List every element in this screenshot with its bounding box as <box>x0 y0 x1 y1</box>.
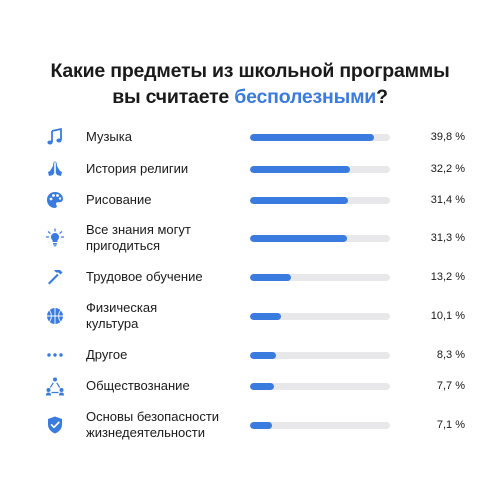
palette-icon <box>44 189 66 211</box>
bar-track <box>250 422 390 429</box>
bar-label-line-1: Обществознание <box>86 378 190 393</box>
bar-label: Физическая культура <box>86 300 236 332</box>
bar-label-line-1: Рисование <box>86 192 152 207</box>
bar <box>250 235 347 242</box>
bar-label-line-1: Другое <box>86 347 128 362</box>
bar <box>250 134 374 141</box>
bar-track <box>250 352 390 359</box>
bar-label-line-2: жизнедеятельности <box>86 425 205 440</box>
bar-track <box>250 134 390 141</box>
basketball-icon <box>44 305 66 327</box>
three-dots-icon <box>44 344 66 366</box>
bar-label-line-1: Музыка <box>86 129 132 144</box>
bar-label-line-1: История религии <box>86 161 189 176</box>
bar <box>250 352 276 359</box>
bar-label: Обществознание <box>86 378 236 394</box>
bar-track <box>250 383 390 390</box>
people-triangle-icon <box>44 375 66 397</box>
bar <box>250 274 291 281</box>
bar-track <box>250 274 390 281</box>
data-label: 7,1 % <box>436 419 465 431</box>
bar-label: Основы безопасности жизнедеятельности <box>86 409 236 441</box>
data-label: 39,8 % <box>430 131 465 143</box>
bar-track <box>250 313 390 320</box>
title-line-2: вы считаете бесполезными? <box>0 84 500 110</box>
bar-label-line-1: Все знания могут <box>86 222 191 237</box>
shield-check-icon <box>44 414 66 436</box>
bar-track <box>250 235 390 242</box>
data-label: 7,7 % <box>436 380 465 392</box>
bar-label-line-1: Основы безопасности <box>86 409 220 424</box>
data-label: 32,2 % <box>430 163 465 175</box>
bar-label-line-1: Физическая <box>86 300 158 315</box>
data-label: 8,3 % <box>436 349 465 361</box>
bar-label-line-2: культура <box>86 316 139 331</box>
bar-track <box>250 166 390 173</box>
title-accent-word: бесполезными <box>234 86 377 108</box>
bar <box>250 383 274 390</box>
bar-label: Музыка <box>86 129 236 145</box>
bar-label: Другое <box>86 347 236 363</box>
bar-label: Все знания могут пригодиться <box>86 222 236 254</box>
bar-label: История религии <box>86 161 236 177</box>
title-line-1: Какие предметы из школьной программы <box>50 60 450 82</box>
bar <box>250 313 281 320</box>
praying-hands-icon <box>44 158 66 180</box>
hammer-icon <box>44 266 66 288</box>
bar-label-line-2: пригодиться <box>86 238 161 253</box>
data-label: 13,2 % <box>430 271 465 283</box>
data-label: 10,1 % <box>430 310 465 322</box>
chart-title: Какие предметы из школьной программы вы … <box>0 58 500 110</box>
bar-label: Рисование <box>86 192 236 208</box>
title-line-2-start: вы считаете <box>112 86 235 108</box>
music-note-icon <box>44 126 66 148</box>
data-label: 31,3 % <box>430 232 465 244</box>
bar <box>250 422 272 429</box>
title-question-mark: ? <box>376 86 388 108</box>
bar <box>250 197 348 204</box>
lightbulb-icon <box>44 227 66 249</box>
bar-label-line-1: Трудовое обучение <box>86 269 203 284</box>
bar-track <box>250 197 390 204</box>
bar <box>250 166 350 173</box>
bar-label: Трудовое обучение <box>86 269 236 285</box>
data-label: 31,4 % <box>430 194 465 206</box>
